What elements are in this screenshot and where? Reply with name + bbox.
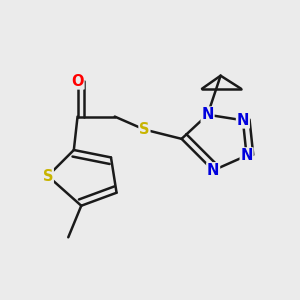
Text: N: N xyxy=(207,163,219,178)
Text: N: N xyxy=(201,107,214,122)
Text: N: N xyxy=(240,148,253,163)
Text: N: N xyxy=(237,113,249,128)
Text: S: S xyxy=(139,122,150,137)
Text: S: S xyxy=(43,169,53,184)
Text: O: O xyxy=(71,74,84,89)
